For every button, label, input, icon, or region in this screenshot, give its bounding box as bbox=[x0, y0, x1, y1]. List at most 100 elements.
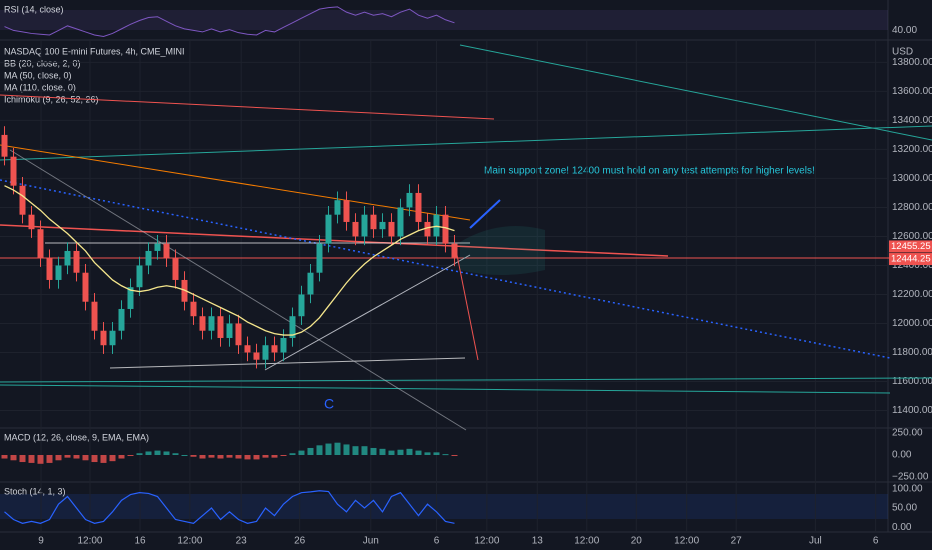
rsi-band bbox=[0, 10, 888, 30]
macd-bar bbox=[379, 448, 386, 455]
annotation: C bbox=[324, 396, 334, 412]
macd-bar bbox=[118, 455, 125, 459]
y-tick-label: 11600.00 bbox=[892, 376, 932, 387]
trend-line bbox=[0, 144, 471, 221]
candle-body bbox=[163, 243, 170, 259]
candle-body bbox=[397, 207, 404, 237]
trend-line bbox=[0, 384, 891, 394]
y-tick-label: 11400.00 bbox=[892, 405, 932, 416]
candle-body bbox=[217, 316, 224, 338]
macd-bar bbox=[316, 445, 323, 455]
price-badge-label: 12455.25 bbox=[891, 241, 931, 252]
candle-body bbox=[28, 214, 35, 230]
macd-bar bbox=[82, 455, 89, 461]
candle-body bbox=[442, 214, 449, 244]
y-tick-label: 100.00 bbox=[892, 483, 923, 494]
macd-bar bbox=[28, 455, 35, 463]
macd-bar bbox=[190, 455, 197, 457]
macd-bar bbox=[19, 455, 26, 463]
candle-body bbox=[370, 214, 377, 230]
macd-bar bbox=[442, 454, 449, 456]
macd-bar bbox=[280, 455, 287, 456]
macd-bar bbox=[181, 455, 188, 456]
macd-bar bbox=[145, 451, 152, 455]
candle-body bbox=[118, 308, 125, 331]
macd-bar bbox=[397, 449, 404, 455]
candle-body bbox=[1, 134, 8, 157]
candle-body bbox=[19, 185, 26, 215]
candle-body bbox=[172, 258, 179, 280]
macd-bar bbox=[55, 455, 62, 461]
x-tick-label: Jun bbox=[363, 536, 379, 547]
macd-bar bbox=[91, 455, 98, 463]
trend-line bbox=[9, 149, 467, 431]
trend-line bbox=[0, 224, 669, 257]
y-tick-label: −250.00 bbox=[892, 472, 929, 483]
trend-line bbox=[0, 179, 891, 359]
x-tick-label: 27 bbox=[731, 536, 743, 547]
x-tick-label: 26 bbox=[294, 536, 306, 547]
candle-body bbox=[271, 345, 278, 353]
indicator-legend: Ichimoku (9, 26, 52, 26) bbox=[4, 94, 99, 104]
macd-bar bbox=[352, 446, 359, 455]
trend-line bbox=[0, 377, 932, 383]
drawings bbox=[0, 44, 932, 431]
x-tick-label: 13 bbox=[532, 536, 544, 547]
separators bbox=[0, 0, 932, 533]
y-tick-label: 13200.00 bbox=[892, 144, 932, 155]
x-tick-label: 12:00 bbox=[77, 536, 102, 547]
candle-body bbox=[379, 221, 386, 230]
x-tick-label: 20 bbox=[631, 536, 643, 547]
macd-bar bbox=[208, 455, 215, 458]
candle-body bbox=[361, 214, 368, 237]
macd-legend: MACD (12, 26, close, 9, EMA, EMA) bbox=[4, 432, 149, 442]
macd-bar bbox=[370, 447, 377, 455]
trend-line bbox=[0, 94, 495, 120]
macd-bar bbox=[100, 455, 107, 463]
x-tick-label: 12:00 bbox=[474, 536, 499, 547]
candle-body bbox=[199, 316, 206, 331]
macd-bar bbox=[37, 455, 44, 464]
x-tick-label: 9 bbox=[38, 536, 44, 547]
y-tick-label: 250.00 bbox=[892, 428, 923, 439]
candle-body bbox=[334, 200, 341, 215]
candle-body bbox=[226, 323, 233, 338]
macd-bar bbox=[262, 455, 269, 458]
y-tick-label: 12800.00 bbox=[892, 202, 932, 213]
candle-body bbox=[415, 192, 422, 222]
trend-line bbox=[0, 125, 932, 161]
candle-body bbox=[208, 316, 215, 331]
macd-bar bbox=[406, 448, 413, 455]
candle-body bbox=[100, 330, 107, 346]
macd-bar bbox=[199, 455, 206, 459]
macd-bar bbox=[1, 455, 8, 459]
candle-body bbox=[316, 243, 323, 273]
macd-bar bbox=[289, 453, 296, 455]
range-line bbox=[109, 357, 466, 369]
candle-body bbox=[154, 243, 161, 251]
x-tick-label: 6 bbox=[434, 536, 440, 547]
macd-bar bbox=[244, 455, 251, 460]
candle-body bbox=[451, 243, 458, 258]
stoch-legend: Stoch (14, 1, 3) bbox=[4, 486, 66, 496]
x-tick-label: 16 bbox=[134, 536, 146, 547]
currency-label: USD bbox=[892, 47, 913, 58]
ma-line bbox=[4, 185, 455, 336]
macd-bar bbox=[325, 443, 332, 455]
x-tick-label: 12:00 bbox=[574, 536, 599, 547]
price-badge-label: 12444.25 bbox=[891, 254, 931, 265]
y-tick-label: 13000.00 bbox=[892, 173, 932, 184]
trend-line bbox=[264, 254, 471, 371]
annotation: Main support zone! 12400 must hold on an… bbox=[484, 166, 815, 177]
indicator-legend: BB (20, close, 2, 0) bbox=[4, 58, 81, 68]
candle-body bbox=[307, 272, 314, 295]
y-tick-label: 0.00 bbox=[892, 450, 912, 461]
candle-body bbox=[325, 214, 332, 244]
macd-bar bbox=[217, 455, 224, 459]
indicator-legend: MA (50, close, 0) bbox=[4, 70, 72, 80]
macd-bar bbox=[307, 447, 314, 455]
candle-body bbox=[289, 316, 296, 338]
price-badge bbox=[889, 253, 932, 266]
macd-bar bbox=[10, 455, 17, 461]
